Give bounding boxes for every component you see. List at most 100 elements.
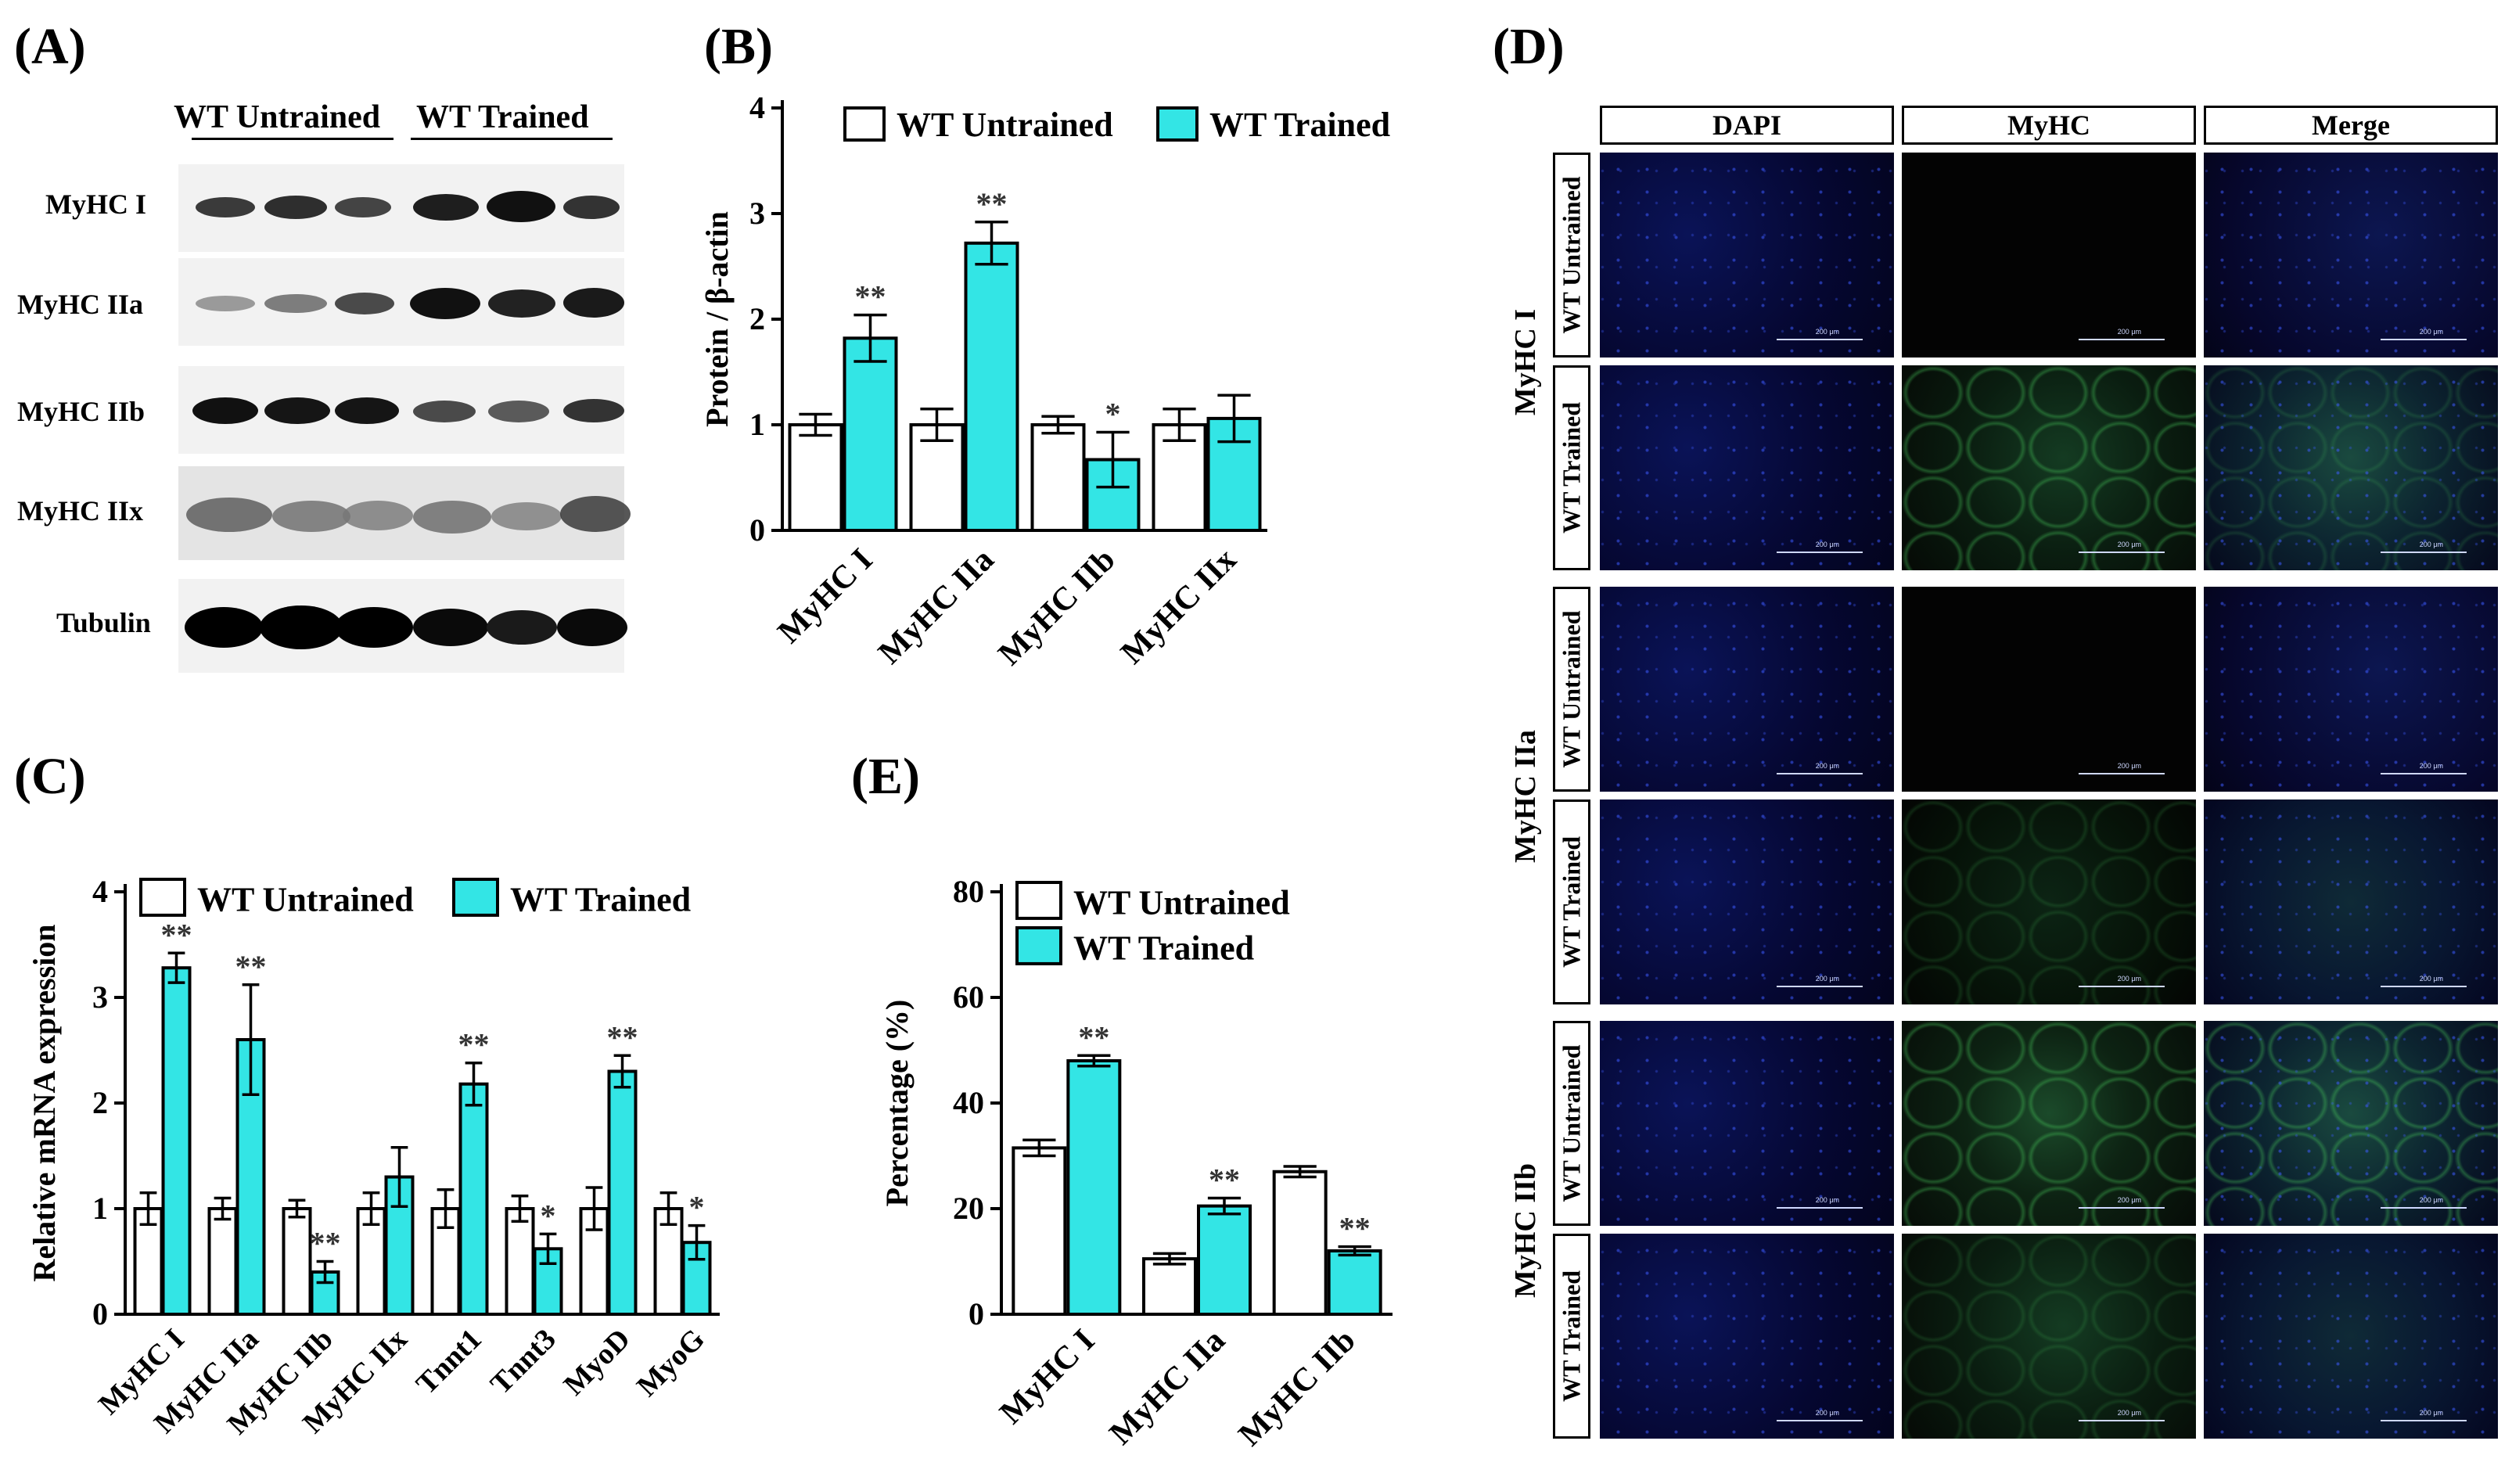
micrograph-dapi: 200 μm (1600, 587, 1894, 792)
micrograph-merge: 200 μm (2204, 153, 2498, 358)
chart-e: 0 20 40 60 80 Percentage (%) ** MyHC I ** MyHC II… (879, 874, 1393, 1453)
blot-label-myhc-iib: MyHC IIb (17, 396, 146, 427)
y-tick-label: 4 (92, 874, 108, 909)
blot-band (413, 401, 476, 422)
category-label: MyoD (558, 1323, 637, 1402)
category-label: MyHC IIa (1103, 1323, 1232, 1452)
micrograph-merge: 200 μm (2204, 799, 2498, 1004)
group-underline-untrained (192, 138, 394, 140)
row-label-text: WT Untrained (1557, 176, 1586, 334)
micrograph-myhc: 200 μm (1902, 365, 2196, 570)
y-tick-label: 1 (92, 1191, 108, 1226)
row-label-text: WT Trained (1557, 1270, 1586, 1403)
category-label: MyHC IIb (992, 542, 1123, 673)
blot-band (192, 397, 258, 424)
blot-band (272, 501, 350, 532)
y-tick-label: 80 (953, 874, 984, 909)
blot-band (413, 501, 491, 534)
row-label-text: WT Trained (1557, 835, 1586, 968)
row-label-untrained: WT Untrained (1553, 587, 1590, 792)
significance-mark: * (1105, 396, 1121, 431)
bar-trained (161, 966, 192, 1316)
category-label: MyHC IIx (1114, 542, 1243, 671)
legend-swatch (1015, 926, 1062, 965)
blot-band (563, 288, 624, 318)
blot-band (557, 609, 627, 646)
y-tick-label: 2 (749, 301, 765, 336)
y-tick-label: 4 (749, 90, 765, 125)
blot-band (487, 191, 555, 222)
blot-strip-tubulin (178, 579, 627, 673)
panel-d-letter: (D) (1493, 18, 1565, 75)
blot-band (563, 196, 620, 219)
bar-untrained (1272, 1170, 1328, 1316)
y-tick-label: 0 (969, 1296, 984, 1331)
bar-trained (964, 241, 1019, 533)
micrograph-dapi: 200 μm (1600, 153, 1894, 358)
row-label-trained: WT Trained (1553, 365, 1590, 570)
blot-strip-myhc-iix (178, 466, 631, 560)
micrograph-dapi: 200 μm (1600, 1234, 1894, 1439)
micrograph-merge: 200 μm (2204, 365, 2498, 570)
significance-mark: ** (976, 186, 1008, 221)
bar-trained (1197, 1204, 1252, 1316)
blot-band (488, 289, 555, 318)
blot-band (196, 197, 255, 217)
group-label-trained: WT Trained (416, 99, 589, 135)
y-tick-label: 2 (92, 1085, 108, 1120)
row-label-trained: WT Trained (1553, 799, 1590, 1004)
significance-mark: * (689, 1190, 705, 1225)
blot-band (488, 401, 549, 422)
legend-label: WT Trained (1209, 106, 1390, 144)
significance-mark: ** (855, 279, 886, 314)
group-label-untrained: WT Untrained (174, 99, 381, 135)
row-group-myhc-i: MyHC I (1506, 153, 1545, 572)
blot-label-myhc-iia: MyHC IIa (17, 289, 143, 320)
legend-label: WT Trained (510, 880, 691, 918)
bar-trained (384, 1175, 415, 1316)
y-tick-label: 60 (953, 979, 984, 1015)
significance-mark: ** (607, 1019, 638, 1055)
y-axis-label: Relative mRNA expression (27, 925, 62, 1282)
blot-band (264, 294, 327, 313)
panel-c-letter: (C) (14, 748, 86, 805)
micrograph-myhc: 200 μm (1902, 799, 2196, 1004)
significance-mark: ** (1209, 1162, 1240, 1198)
bar-trained (607, 1069, 638, 1316)
micrograph-myhc: 200 μm (1902, 1234, 2196, 1439)
blot-band (264, 397, 330, 424)
blot-band (335, 197, 391, 217)
significance-mark: ** (310, 1226, 341, 1261)
blot-strip-myhc-iib (178, 366, 624, 454)
bar-untrained (1142, 1257, 1197, 1316)
y-tick-label: 1 (749, 407, 765, 442)
blot-band (487, 610, 557, 645)
legend-label: WT Untrained (1073, 883, 1290, 922)
column-header-dapi: DAPI (1600, 106, 1894, 145)
significance-mark: ** (458, 1027, 490, 1062)
micrograph-merge: 200 μm (2204, 1021, 2498, 1226)
panel-b-letter: (B) (704, 18, 773, 75)
legend-swatch (139, 878, 186, 917)
blot-strip-myhc-i (178, 164, 624, 252)
blot-label-myhc-iix: MyHC IIx (17, 495, 143, 526)
micrograph-myhc: 200 μm (1902, 587, 2196, 792)
row-group-label: MyHC I (1509, 308, 1542, 416)
blot-label-tubulin: Tubulin (56, 607, 151, 638)
row-label-untrained: WT Untrained (1553, 1021, 1590, 1226)
y-tick-label: 3 (92, 979, 108, 1015)
category-label: MyHC I (771, 542, 880, 651)
blot-band (410, 288, 480, 319)
row-label-trained: WT Trained (1553, 1234, 1590, 1439)
chart-b: 0 1 2 3 4 Protein / β-actin ** MyHC I ** MyHC IIa… (699, 90, 1390, 673)
blot-band (491, 502, 562, 530)
blot-band (185, 607, 263, 648)
row-label-text: WT Untrained (1557, 610, 1586, 768)
y-tick-label: 40 (953, 1085, 984, 1120)
bar-untrained (1152, 423, 1207, 532)
y-tick-label: 3 (749, 196, 765, 231)
blot-band (335, 607, 413, 648)
row-label-text: WT Untrained (1557, 1044, 1586, 1202)
category-label: MyHC I (993, 1323, 1101, 1432)
